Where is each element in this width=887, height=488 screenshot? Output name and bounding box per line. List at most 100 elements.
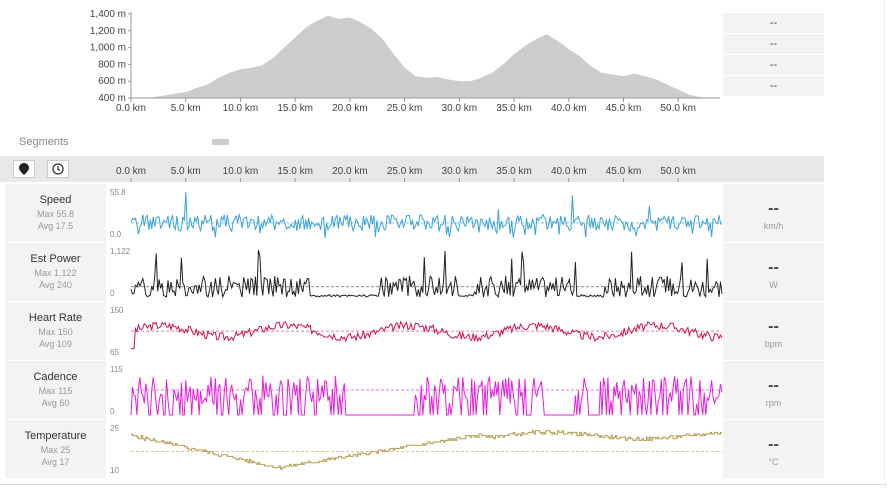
elevation-chart[interactable]: 1,400 m 1,200 m 1,000 m 800 m 600 m 400 m0.0 … <box>0 0 720 125</box>
row-label-panel <box>5 361 106 419</box>
row-current-value: -- <box>768 436 779 453</box>
row-value-panel <box>723 302 824 360</box>
elevation-y-tick-label: 1,200 m <box>90 26 126 37</box>
row-avg-stat: Avg 60 <box>41 398 70 408</box>
row-unit: W <box>769 280 778 290</box>
row-value-panel <box>723 361 824 419</box>
row-avg-stat: Avg 17.5 <box>37 221 74 231</box>
elevation-value-2: -- <box>723 34 824 55</box>
row-current-value: -- <box>768 259 779 276</box>
elevation-value-1: -- <box>723 13 824 34</box>
elevation-x-tick-label: 0.0 km <box>116 103 146 114</box>
row-avg-stat: Avg 17 <box>41 457 70 467</box>
row-unit: bpm <box>764 339 783 349</box>
row-max-stat: Max 150 <box>38 327 73 337</box>
row-scale-top: 55.8 <box>110 188 126 197</box>
row-label-panel <box>5 302 106 360</box>
row-scale-bottom: 10 <box>110 466 119 475</box>
row-title: Speed <box>39 194 72 206</box>
right-divider <box>884 0 885 488</box>
row-avg-stat: Avg 109 <box>39 339 72 349</box>
row-scale-top: 115 <box>110 365 123 374</box>
elevation-area <box>131 15 712 99</box>
bottom-divider <box>0 484 887 485</box>
elevation-x-tick-label: 45.0 km <box>606 103 642 114</box>
stream-line-cadence <box>130 375 723 416</box>
distance-tick-label: 50.0 km <box>660 166 696 177</box>
row-unit: rpm <box>765 398 782 408</box>
row-unit: °C <box>768 457 779 467</box>
distance-axis: 0.0 km 5.0 km 10.0 km 15.0 km 20.0 km 25.0 km… <box>116 166 696 182</box>
row-label-panel <box>5 184 106 242</box>
distance-tick-label: 5.0 km <box>171 166 201 177</box>
row-scale-bottom: 0 <box>110 407 115 416</box>
map-pin-icon[interactable] <box>13 160 35 178</box>
row-title: Heart Rate <box>28 312 83 324</box>
elevation-value-4: -- <box>723 76 824 97</box>
row-title: Temperature <box>24 430 87 442</box>
distance-tick-label: 20.0 km <box>332 166 368 177</box>
row-max-stat: Max 25 <box>40 445 71 455</box>
row-scale-top: 1,122 <box>110 247 131 256</box>
stream-line-power <box>130 249 723 299</box>
row-max-stat: Max 1,122 <box>34 268 77 278</box>
row-max-stat: Max 115 <box>38 386 73 396</box>
row-current-value: -- <box>768 318 779 335</box>
distance-tick-label: 40.0 km <box>551 166 587 177</box>
stream-row-cadence[interactable]: Cadence Max 115 Avg 60 -- rpm 115 0 <box>0 361 824 419</box>
distance-tick-label: 30.0 km <box>442 166 478 177</box>
row-scale-bottom: 0.0 <box>110 230 122 239</box>
segments-label: Segments <box>19 136 69 148</box>
row-unit: km/h <box>763 221 784 231</box>
row-label-panel <box>5 420 106 478</box>
elevation-x-tick-label: 20.0 km <box>332 103 368 114</box>
elevation-x-tick-label: 15.0 km <box>277 103 313 114</box>
distance-tick-label: 45.0 km <box>606 166 642 177</box>
elevation-y-tick-label: 1,000 m <box>90 43 126 54</box>
row-value-panel <box>723 420 824 478</box>
elevation-y-tick-label: 800 m <box>98 59 126 70</box>
row-value-panel <box>723 184 824 242</box>
stream-line-speed <box>130 192 723 238</box>
stream-chart-cadence[interactable] <box>107 361 723 419</box>
row-current-value: -- <box>768 377 779 394</box>
distance-tick-label: 25.0 km <box>387 166 423 177</box>
elevation-y-tick-label: 600 m <box>98 76 126 87</box>
stream-line-hr <box>131 320 723 350</box>
elevation-x-tick-label: 10.0 km <box>223 103 259 114</box>
segment-bar[interactable] <box>212 139 229 145</box>
clock-icon[interactable] <box>47 160 69 178</box>
stream-chart-temp[interactable] <box>107 420 723 478</box>
elevation-x-tick-label: 25.0 km <box>387 103 423 114</box>
analysis-toolbar: 0.0 km 5.0 km 10.0 km 15.0 km 20.0 km 25.0 km… <box>0 156 824 182</box>
elevation-value-3: -- <box>723 55 824 76</box>
distance-tick-label: 35.0 km <box>496 166 532 177</box>
row-title: Cadence <box>33 371 78 383</box>
distance-tick-label: 15.0 km <box>277 166 313 177</box>
row-scale-top: 25 <box>110 424 119 433</box>
stream-row-power[interactable]: Est Power Max 1,122 Avg 240 -- W 1,122 0 <box>0 243 824 301</box>
stream-chart-speed[interactable] <box>107 184 723 242</box>
distance-tick-label: 0.0 km <box>116 166 146 177</box>
row-current-value: -- <box>768 200 779 217</box>
row-scale-bottom: 0 <box>110 289 115 298</box>
row-scale-top: 150 <box>110 306 124 315</box>
row-avg-stat: Avg 240 <box>39 280 72 290</box>
stream-row-temp[interactable]: Temperature Max 25 Avg 17 -- °C 25 10 <box>0 420 824 478</box>
elevation-x-tick-label: 30.0 km <box>442 103 478 114</box>
row-label-panel <box>5 243 106 301</box>
row-max-stat: Max 55.8 <box>36 209 75 219</box>
stream-chart-hr[interactable] <box>107 302 723 360</box>
stream-chart-power[interactable] <box>107 243 723 301</box>
elevation-x-tick-label: 35.0 km <box>496 103 532 114</box>
row-value-panel <box>723 243 824 301</box>
elevation-x-tick-label: 40.0 km <box>551 103 587 114</box>
elevation-x-tick-label: 5.0 km <box>171 103 201 114</box>
elevation-x-tick-label: 50.0 km <box>660 103 696 114</box>
row-scale-bottom: 65 <box>110 348 119 357</box>
stream-row-speed[interactable]: Speed Max 55.8 Avg 17.5 -- km/h 55.8 0.0 <box>0 184 824 242</box>
distance-tick-label: 10.0 km <box>223 166 259 177</box>
elevation-y-tick-label: 400 m <box>98 93 126 104</box>
stream-row-hr[interactable]: Heart Rate Max 150 Avg 109 -- bpm 150 65 <box>0 302 824 360</box>
row-title: Est Power <box>30 253 81 265</box>
